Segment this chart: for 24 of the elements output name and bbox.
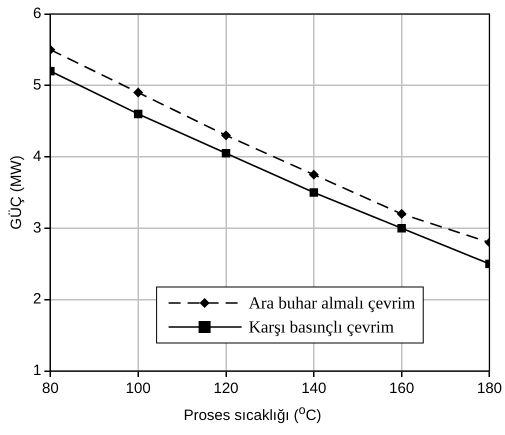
x-tick-label: 120	[213, 380, 239, 398]
x-tick-label: 180	[476, 380, 502, 398]
point	[221, 130, 231, 140]
x-axis-title: Proses sıcaklığı ($^{o}$C)	[182, 403, 322, 424]
legend-label: Ara buhar almalı çevrim	[248, 293, 416, 312]
point	[133, 88, 144, 98]
point	[308, 170, 319, 180]
x-tick-label: 80	[42, 380, 59, 398]
point	[396, 208, 407, 219]
y-axis-title: GÜÇ (MW)	[8, 155, 26, 230]
x-tick-label: 140	[301, 380, 326, 398]
point	[134, 110, 142, 118]
point	[310, 188, 318, 197]
y-tick-label: 2	[33, 290, 42, 308]
x-tick-label: 160	[389, 380, 414, 398]
y-tick-label: 5	[33, 76, 42, 94]
y-tick-label: 6	[33, 5, 42, 22]
x-tick-label: 100	[126, 380, 151, 398]
point	[222, 148, 230, 158]
point	[397, 224, 406, 232]
y-tick-label: 4	[33, 148, 42, 165]
y-tick-label: 3	[33, 219, 42, 236]
legend-label: Karşı basınçlı çevrim	[248, 317, 394, 336]
y-tick-label: 1	[33, 362, 42, 380]
